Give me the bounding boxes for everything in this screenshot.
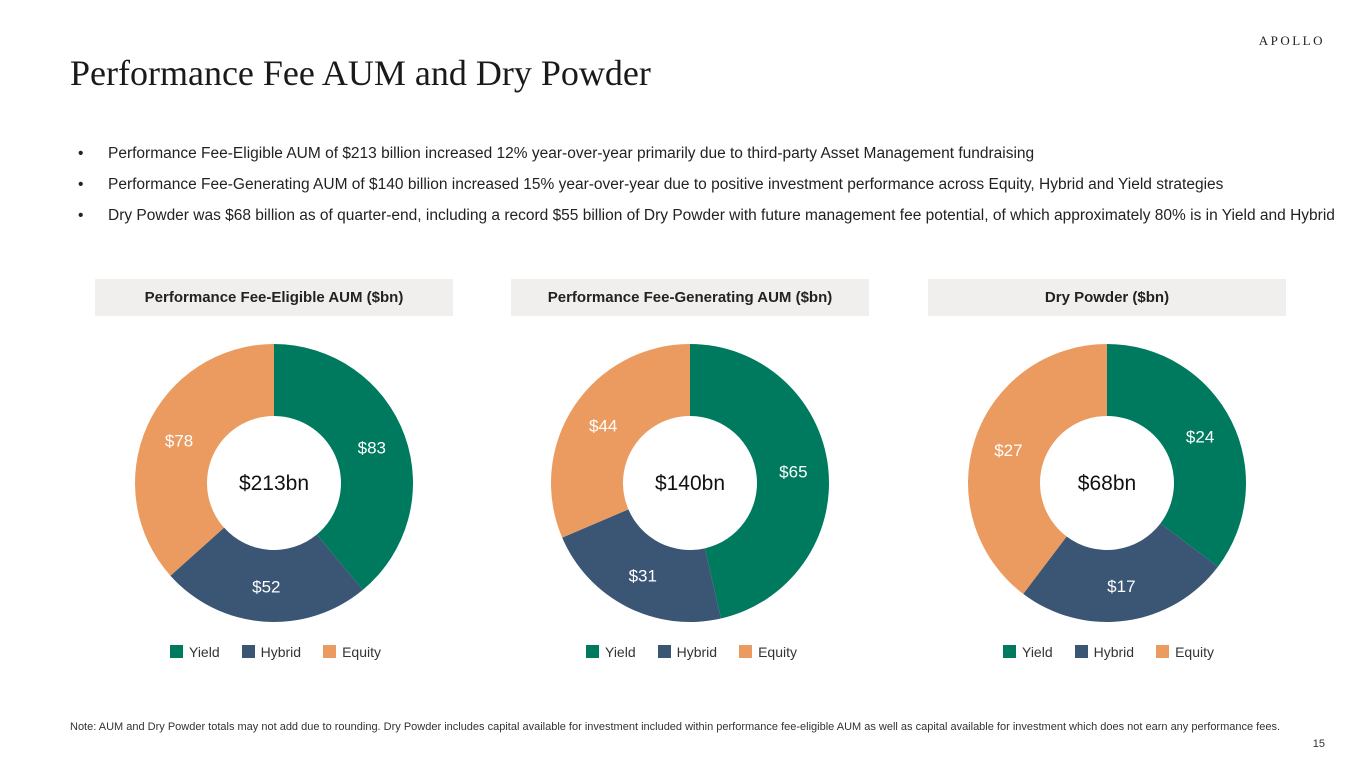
legend-equity: Equity [323,644,381,660]
page-title: Performance Fee AUM and Dry Powder [70,53,651,93]
center-total-label: $140bn [655,472,725,495]
data-label: $78 [165,432,193,451]
center-total-label: $213bn [239,472,309,495]
legend-hybrid: Hybrid [1074,644,1134,660]
donut-slice-hybrid [1023,523,1218,623]
bullet-item: Performance Fee-Eligible AUM of $213 bil… [78,144,1348,163]
legend-hybrid: Hybrid [241,644,301,660]
data-label: $83 [358,439,386,458]
bullet-list: Performance Fee-Eligible AUM of $213 bil… [78,144,1348,237]
legend: Yield Hybrid Equity [1003,644,1214,660]
data-label: $17 [1107,577,1135,596]
legend-yield: Yield [586,644,636,660]
donut-slice-equity [968,344,1107,594]
legend-yield: Yield [1003,644,1053,660]
donut-slice-equity [135,344,274,576]
legend: Yield Hybrid Equity [170,644,381,660]
donut-slice-equity [551,344,690,538]
data-label: $44 [589,417,617,436]
chart-title: Dry Powder ($bn) [928,279,1286,316]
chart-panel-generating: Performance Fee-Generating AUM ($bn) [511,279,869,316]
legend-equity: Equity [739,644,797,660]
legend: Yield Hybrid Equity [586,644,797,660]
chart-panel-dry-powder: Dry Powder ($bn) [928,279,1286,316]
footnote: Note: AUM and Dry Powder totals may not … [70,721,1281,733]
legend-yield: Yield [170,644,220,660]
data-label: $27 [994,441,1022,460]
donut-slice-hybrid [562,509,721,622]
data-label: $24 [1186,428,1214,447]
data-label: $52 [252,578,280,597]
center-total-label: $68bn [1078,472,1136,495]
data-label: $65 [779,462,807,481]
legend-hybrid: Hybrid [657,644,717,660]
data-label: $31 [629,567,657,586]
chart-panel-eligible: Performance Fee-Eligible AUM ($bn) [95,279,453,316]
donut-slice-yield [1107,344,1247,567]
legend-equity: Equity [1156,644,1214,660]
donut-slice-yield [690,344,830,619]
bullet-item: Dry Powder was $68 billion as of quarter… [78,206,1348,225]
chart-title: Performance Fee-Eligible AUM ($bn) [95,279,453,316]
page-number: 15 [1312,738,1325,750]
donut-slice-hybrid [170,527,363,623]
donut-slice-yield [274,344,414,590]
apollo-logo: APOLLO [1258,33,1325,48]
chart-title: Performance Fee-Generating AUM ($bn) [511,279,869,316]
bullet-item: Performance Fee-Generating AUM of $140 b… [78,175,1348,194]
